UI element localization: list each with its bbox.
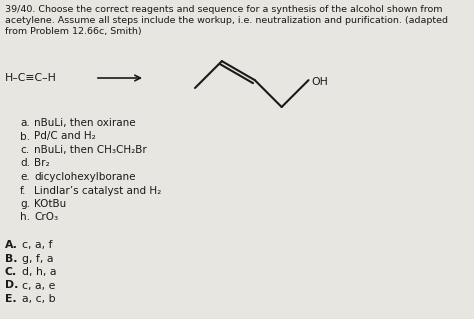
Text: Br₂: Br₂: [34, 159, 50, 168]
Text: OH: OH: [311, 77, 328, 87]
Text: a.: a.: [20, 118, 30, 128]
Text: Pd/C and H₂: Pd/C and H₂: [34, 131, 96, 142]
Text: 39/40. Choose the correct reagents and sequence for a synthesis of the alcohol s: 39/40. Choose the correct reagents and s…: [5, 5, 443, 14]
Text: g.: g.: [20, 199, 30, 209]
Text: c, a, f: c, a, f: [22, 240, 53, 250]
Text: D.: D.: [5, 280, 18, 291]
Text: KOtBu: KOtBu: [34, 199, 66, 209]
Text: Lindlar’s catalyst and H₂: Lindlar’s catalyst and H₂: [34, 186, 161, 196]
Text: dicyclohexylborane: dicyclohexylborane: [34, 172, 136, 182]
Text: c, a, e: c, a, e: [22, 280, 55, 291]
Text: A.: A.: [5, 240, 18, 250]
Text: f.: f.: [20, 186, 27, 196]
Text: CrO₃: CrO₃: [34, 212, 58, 222]
Text: h.: h.: [20, 212, 30, 222]
Text: acetylene. Assume all steps include the workup, i.e. neutralization and purifica: acetylene. Assume all steps include the …: [5, 16, 448, 25]
Text: d, h, a: d, h, a: [22, 267, 56, 277]
Text: e.: e.: [20, 172, 30, 182]
Text: from Problem 12.66c, Smith): from Problem 12.66c, Smith): [5, 27, 142, 36]
Text: nBuLi, then CH₃CH₂Br: nBuLi, then CH₃CH₂Br: [34, 145, 147, 155]
Text: a, c, b: a, c, b: [22, 294, 55, 304]
Text: B.: B.: [5, 254, 18, 263]
Text: H–C≡C–H: H–C≡C–H: [5, 73, 57, 83]
Text: c.: c.: [20, 145, 29, 155]
Text: E.: E.: [5, 294, 17, 304]
Text: b.: b.: [20, 131, 30, 142]
Text: nBuLi, then oxirane: nBuLi, then oxirane: [34, 118, 136, 128]
Text: g, f, a: g, f, a: [22, 254, 54, 263]
Text: C.: C.: [5, 267, 17, 277]
Text: d.: d.: [20, 159, 30, 168]
